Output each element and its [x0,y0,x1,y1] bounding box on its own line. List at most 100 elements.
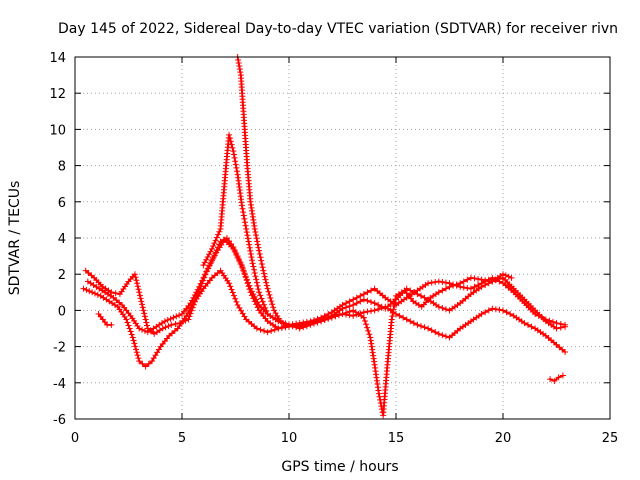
data-point [134,283,141,290]
data-point [228,141,235,148]
data-point [375,390,382,397]
data-point [243,229,250,236]
data-point [503,309,510,316]
data-point [343,309,350,316]
data-point [360,291,367,298]
data-point [335,312,342,319]
data-point [350,312,357,319]
data-point [216,228,223,235]
data-point [262,276,269,283]
data-point [371,307,378,314]
data-point [378,303,385,310]
data-point [478,311,485,318]
y-tick-label: 2 [58,268,66,283]
data-point [257,254,264,261]
data-point [546,317,553,324]
data-point [258,257,265,264]
series-track-4 [200,131,515,419]
data-point [232,158,239,165]
data-point [547,376,554,383]
data-point [139,326,146,333]
x-tick-label: 10 [281,431,298,446]
data-point [164,317,171,324]
data-point [227,283,234,290]
y-tick-label: -6 [53,413,66,428]
data-point [332,313,339,320]
data-point [247,285,254,292]
data-point [265,288,272,295]
data-point [364,297,371,304]
data-point [137,295,144,302]
data-point [524,321,531,328]
data-point [165,323,172,330]
data-point [134,352,141,359]
data-point [251,293,258,300]
series-line [236,56,290,328]
data-point [203,256,210,263]
data-point [141,313,148,320]
x-tick-label: 0 [71,431,79,446]
data-point [131,340,138,347]
data-point [467,285,474,292]
data-point [128,331,135,338]
data-point [89,289,96,296]
data-point [303,323,310,330]
y-tick-label: 0 [58,304,66,319]
data-point [142,316,149,323]
data-point [248,288,255,295]
data-point [241,270,248,277]
data-point [194,286,201,293]
data-point [460,284,467,291]
data-point [557,320,564,327]
data-point [489,305,496,312]
data-point [500,307,506,314]
data-point [162,324,169,331]
data-point [251,269,258,276]
data-point [264,329,271,336]
data-point [353,300,360,307]
data-point [200,262,207,269]
data-point [532,311,539,318]
data-point [562,321,569,328]
data-point [364,289,371,296]
data-point [307,321,314,328]
x-tick-label: 20 [495,431,512,446]
data-point [256,250,263,257]
data-point [130,337,137,344]
data-point [263,307,270,314]
data-point [141,310,148,317]
data-point [212,237,219,244]
data-point [258,260,265,267]
data-point [191,292,198,299]
data-point [254,282,261,289]
data-point [201,259,208,266]
data-point [551,377,558,384]
data-point [261,273,268,280]
data-point [263,282,270,289]
data-point [293,324,300,331]
data-point [496,278,503,285]
data-point [432,279,439,286]
data-point [271,326,278,333]
data-point [262,304,269,311]
data-point [243,225,250,232]
data-point [366,331,373,338]
data-point [259,264,266,271]
data-point [478,276,485,283]
data-point [263,279,270,286]
data-point [198,277,205,284]
series-track-2 [82,235,569,337]
data-point [230,151,237,158]
data-point [414,321,421,328]
data-point [203,268,210,275]
data-point [346,298,353,305]
data-point [251,225,258,232]
data-point [228,286,235,293]
data-point [278,324,285,331]
data-point [246,282,253,289]
data-point [505,273,512,280]
data-point [244,235,251,242]
data-point [187,300,194,307]
data-point [275,325,282,332]
data-point [251,266,258,273]
